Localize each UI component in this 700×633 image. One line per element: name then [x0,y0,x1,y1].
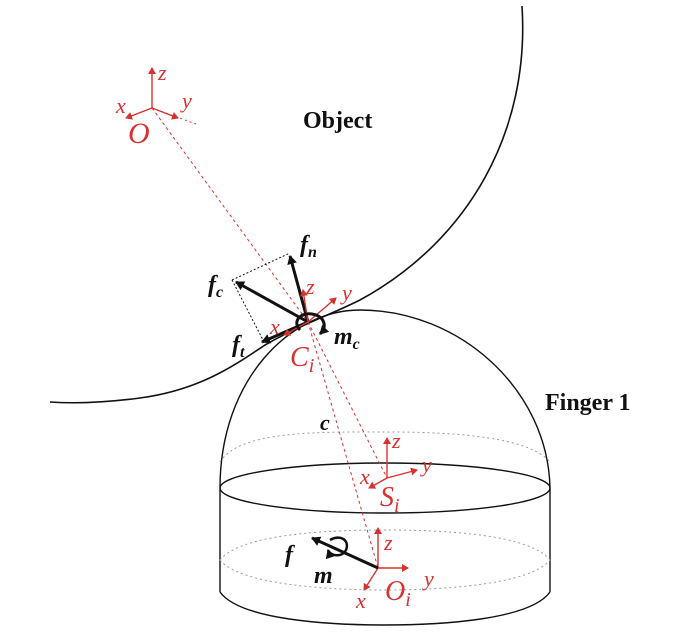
contact-frame-z-label: z [305,274,315,299]
s-frame-z-label: z [391,428,401,453]
force-fn-arrow [287,255,310,323]
moment-mc-arrow [295,312,330,336]
finger-base-frame-origin-label: Oi [385,576,411,611]
s-frame: z y x Si [359,428,432,517]
base-force-f-label: f [285,542,295,568]
finger-base-frame: z y x Oi [355,527,434,613]
finger-base-frame-x-label: x [355,588,366,613]
moment-mc-label: mc [334,324,360,353]
finger-label: Finger 1 [545,390,631,416]
world-frame-x-label: x [115,93,126,118]
force-ft-label: ft [232,332,245,361]
cylinder-bottom-front [219,591,551,626]
line-Ci-to-Oi [307,321,379,569]
finger-dome [219,309,551,489]
contact-frame: z y x Ci [269,274,352,377]
object-label: Object [303,108,372,134]
world-frame-y-label: y [180,88,192,113]
s-frame-y-label: y [420,452,432,477]
force-parallelogram [231,252,291,341]
contact-frame-origin-label: Ci [290,342,314,377]
world-frame-z-label: z [157,60,167,85]
s-frame-origin-label: Si [380,482,400,517]
base-moment-m-arrow [325,536,349,560]
finger-base-frame-z-label: z [383,530,393,555]
contact-frame-x-label: x [269,314,280,339]
finger-base-frame-y-label: y [422,566,434,591]
force-fc-label: fc [208,272,223,301]
force-fc-arrow [235,280,309,324]
cylinder-mid-dotted [219,529,551,561]
force-fn-label: fn [300,232,317,261]
cylinder-mid-front [219,559,551,591]
dome-equator [219,431,551,463]
distance-c-label: c [320,410,330,435]
s-frame-x-label: x [359,464,370,489]
contact-frame-y-label: y [340,280,352,305]
line-O-to-Ci [151,107,309,323]
world-frame-origin-label: O [128,117,150,150]
object-boundary [49,5,524,404]
base-moment-m-label: m [314,563,333,589]
line-Ci-to-Si [307,321,388,479]
world-frame: z y x O [115,60,192,150]
